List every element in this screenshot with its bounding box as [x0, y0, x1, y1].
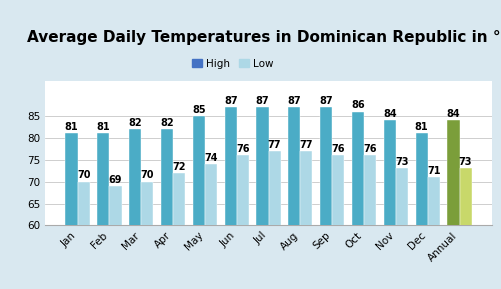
Text: 81: 81 [65, 122, 78, 132]
Text: 81: 81 [414, 122, 428, 132]
Text: 84: 84 [446, 109, 459, 119]
Text: 77: 77 [268, 140, 281, 150]
Text: 87: 87 [223, 96, 237, 106]
Bar [458, 168, 471, 289]
Text: 73: 73 [458, 157, 471, 167]
Bar [332, 155, 344, 289]
Bar [427, 177, 439, 289]
Title: Average Daily Temperatures in Dominican Republic in °F: Average Daily Temperatures in Dominican … [27, 30, 501, 45]
Text: 81: 81 [96, 122, 110, 132]
Bar [173, 173, 185, 289]
Text: 82: 82 [160, 118, 173, 128]
Bar [351, 112, 363, 289]
Text: 85: 85 [192, 105, 205, 115]
Text: 70: 70 [77, 170, 90, 180]
Bar [97, 134, 109, 289]
Bar [141, 181, 153, 289]
Text: 73: 73 [394, 157, 408, 167]
Text: 76: 76 [363, 144, 376, 154]
Bar [78, 181, 90, 289]
Bar [65, 134, 78, 289]
Bar [288, 107, 300, 289]
Text: 82: 82 [128, 118, 142, 128]
Text: 87: 87 [255, 96, 269, 106]
Bar [363, 155, 375, 289]
Bar [256, 107, 268, 289]
Text: 87: 87 [319, 96, 332, 106]
Bar [320, 107, 332, 289]
Text: 74: 74 [204, 153, 217, 163]
Bar [395, 168, 407, 289]
Text: 84: 84 [382, 109, 396, 119]
Text: 69: 69 [109, 175, 122, 185]
Bar [446, 120, 458, 289]
Text: 72: 72 [172, 162, 185, 172]
Bar [224, 107, 236, 289]
Text: 71: 71 [426, 166, 440, 176]
Text: 70: 70 [140, 170, 154, 180]
Bar [383, 120, 395, 289]
Bar [192, 116, 204, 289]
Text: 77: 77 [299, 140, 313, 150]
Bar [129, 129, 141, 289]
Bar [161, 129, 173, 289]
Bar [236, 155, 248, 289]
Text: 87: 87 [287, 96, 301, 106]
Bar [268, 151, 280, 289]
Bar [109, 186, 121, 289]
Legend: High, Low: High, Low [187, 54, 278, 73]
Text: 86: 86 [351, 100, 364, 110]
Bar [300, 151, 312, 289]
Bar [415, 134, 427, 289]
Text: 76: 76 [331, 144, 344, 154]
Text: 76: 76 [235, 144, 249, 154]
Bar [204, 164, 216, 289]
